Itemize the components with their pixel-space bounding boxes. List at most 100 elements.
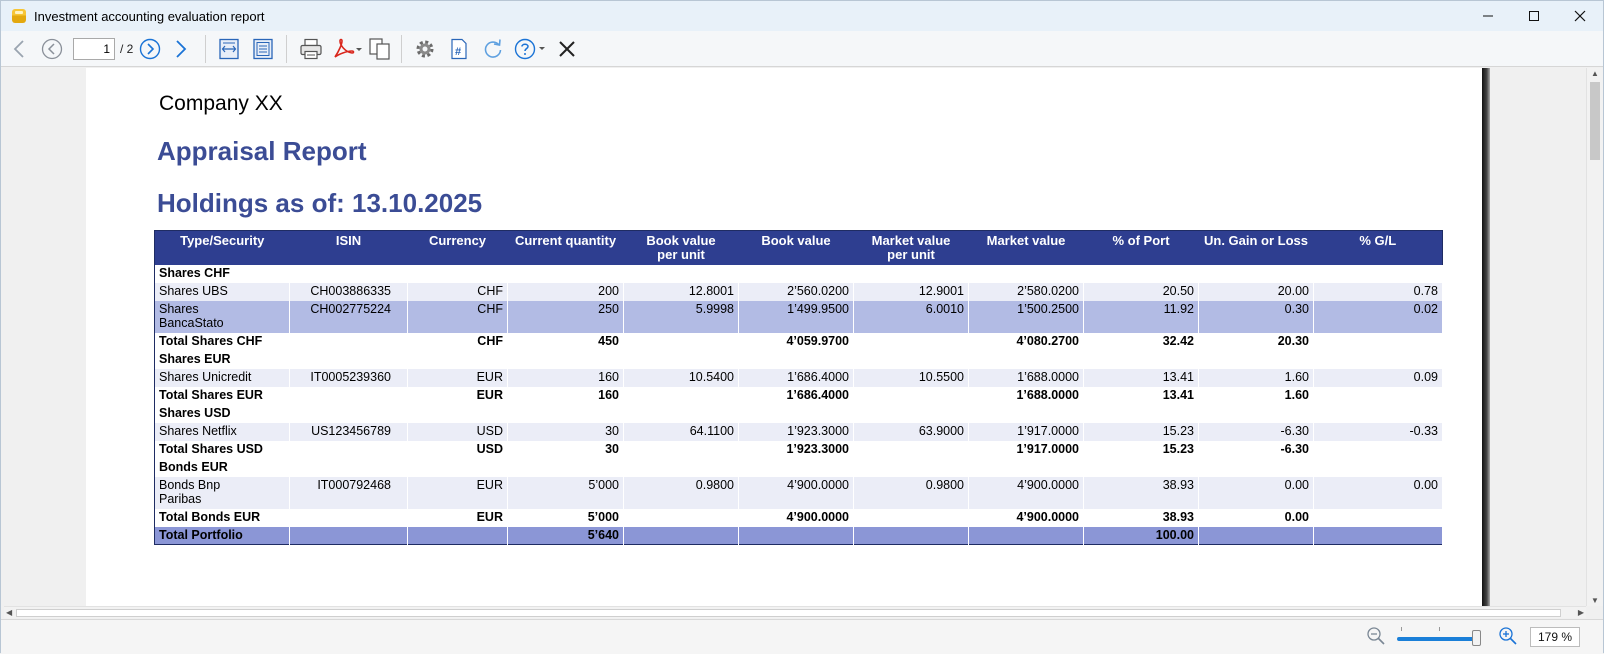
- total-row: Total Portfolio 5’640 100.00: [154, 526, 1443, 545]
- table-cell: [1313, 264, 1443, 283]
- horizontal-scrollbar[interactable]: ◀ ▶: [4, 606, 1586, 618]
- table-row: Shares UBS CH003886335 CHF 200 12.8001 2’560.…: [154, 282, 1443, 301]
- fit-width-button[interactable]: [212, 34, 246, 64]
- table-cell: Shares CHF: [154, 264, 290, 283]
- column-header: Un. Gain or Loss: [1198, 230, 1314, 265]
- window-controls: [1465, 1, 1603, 31]
- total-row: Total Shares USD USD 30 1’923.3000 1’917.000…: [154, 440, 1443, 459]
- total-row: Total Shares CHF CHF 450 4’059.9700 4’080.27…: [154, 332, 1443, 351]
- scroll-left-icon[interactable]: ◀: [6, 608, 13, 617]
- maximize-icon: [1529, 11, 1539, 21]
- vertical-scroll-thumb[interactable]: [1590, 82, 1600, 160]
- table-cell: [407, 458, 508, 477]
- table-cell: 13.41: [1083, 368, 1199, 387]
- table-cell: [853, 508, 969, 527]
- maximize-button[interactable]: [1511, 1, 1557, 31]
- table-cell: 4’900.0000: [738, 476, 854, 509]
- close-icon: [1574, 10, 1586, 22]
- close-window-button[interactable]: [1557, 1, 1603, 31]
- zoom-tick: [1439, 627, 1440, 631]
- table-cell: USD: [407, 422, 508, 441]
- table-row: Shares Netflix US123456789 USD 30 64.1100 1’9…: [154, 422, 1443, 441]
- table-cell: [507, 264, 624, 283]
- refresh-button[interactable]: [476, 34, 510, 64]
- scroll-up-icon[interactable]: ▲: [1591, 69, 1599, 78]
- close-icon: [559, 40, 576, 57]
- table-cell: [1313, 458, 1443, 477]
- report-title: Appraisal Report: [157, 136, 367, 166]
- minimize-button[interactable]: [1465, 1, 1511, 31]
- print-button[interactable]: [293, 34, 329, 64]
- title-bar: Investment accounting evaluation report: [1, 1, 1603, 31]
- table-cell: Total Shares USD: [154, 440, 290, 459]
- table-cell: 11.92: [1083, 300, 1199, 333]
- table-cell: EUR: [407, 386, 508, 405]
- table-cell: -6.30: [1198, 422, 1314, 441]
- table-cell: 20.30: [1198, 332, 1314, 351]
- table-cell: [968, 350, 1084, 369]
- table-cell: [738, 350, 854, 369]
- table-cell: Total Portfolio: [154, 526, 290, 545]
- zoom-level-field[interactable]: 179 %: [1530, 627, 1580, 647]
- zoom-out-button[interactable]: [1366, 626, 1386, 651]
- svg-text:#: #: [455, 46, 461, 58]
- previous-page-button[interactable]: [37, 34, 67, 64]
- back-button[interactable]: [1, 34, 37, 64]
- group-header-row: Shares EUR: [154, 350, 1443, 369]
- column-header: % of Port: [1083, 230, 1199, 265]
- table-row: Shares Unicredit IT0005239360 EUR 160 10.540…: [154, 368, 1443, 387]
- settings-button[interactable]: [408, 34, 442, 64]
- table-cell: [623, 458, 739, 477]
- table-cell: [738, 404, 854, 423]
- document-viewport[interactable]: Company XX Appraisal Report Holdings as …: [4, 68, 1586, 606]
- next-page-button[interactable]: [137, 34, 163, 64]
- table-cell: [853, 404, 969, 423]
- column-header: Market value per unit: [853, 230, 969, 265]
- column-header: Currency: [407, 230, 508, 265]
- column-header: Book value per unit: [623, 230, 739, 265]
- fit-page-icon: [253, 38, 273, 59]
- page-number-button[interactable]: #: [442, 34, 476, 64]
- table-cell: Shares Unicredit: [154, 368, 290, 387]
- column-header: Book value: [738, 230, 854, 265]
- table-cell: 10.5500: [853, 368, 969, 387]
- table-cell: 5’000: [507, 508, 624, 527]
- vertical-scrollbar[interactable]: ▲ ▼: [1586, 68, 1603, 606]
- table-cell: 15.23: [1083, 422, 1199, 441]
- table-cell: Total Bonds EUR: [154, 508, 290, 527]
- table-cell: [1313, 526, 1443, 545]
- table-cell: 20.50: [1083, 282, 1199, 301]
- table-cell: Shares USD: [154, 404, 290, 423]
- zoom-in-button[interactable]: [1498, 626, 1518, 651]
- page-number-input[interactable]: 1: [73, 37, 115, 60]
- help-button[interactable]: [510, 34, 552, 64]
- total-row: Total Bonds EUR EUR 5’000 4’900.0000 4’900.0…: [154, 508, 1443, 527]
- table-cell: 1’688.0000: [968, 386, 1084, 405]
- horizontal-scroll-thumb[interactable]: [16, 609, 1561, 617]
- table-cell: 200: [507, 282, 624, 301]
- table-cell: Shares UBS: [154, 282, 290, 301]
- export-pdf-button[interactable]: [329, 34, 365, 64]
- table-cell: 450: [507, 332, 624, 351]
- zoom-slider[interactable]: [1397, 637, 1479, 641]
- scroll-right-icon[interactable]: ▶: [1577, 608, 1584, 617]
- table-cell: 5’640: [507, 526, 624, 545]
- table-cell: [289, 332, 408, 351]
- status-bar: 179 %: [1, 619, 1603, 654]
- scroll-down-icon[interactable]: ▼: [1591, 596, 1599, 605]
- table-cell: [1083, 350, 1199, 369]
- table-cell: EUR: [407, 508, 508, 527]
- close-preview-button[interactable]: [552, 34, 582, 64]
- zoom-slider-thumb[interactable]: [1472, 630, 1481, 646]
- table-cell: 12.8001: [623, 282, 739, 301]
- fit-page-button[interactable]: [246, 34, 280, 64]
- refresh-icon: [485, 38, 502, 58]
- table-cell: 1.60: [1198, 368, 1314, 387]
- copy-button[interactable]: [365, 34, 395, 64]
- table-cell: 1’917.0000: [968, 440, 1084, 459]
- pdf-icon: [334, 38, 363, 58]
- forward-button[interactable]: [163, 34, 199, 64]
- column-header: Current quantity: [507, 230, 624, 265]
- table-cell: EUR: [407, 476, 508, 509]
